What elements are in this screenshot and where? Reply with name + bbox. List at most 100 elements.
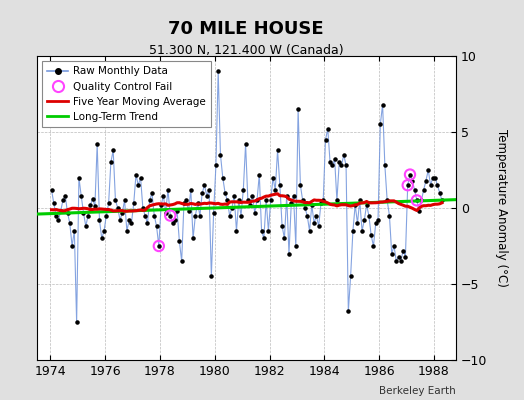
Point [219,174,227,181]
Point [276,182,284,188]
Point [388,250,396,257]
Point [412,197,421,204]
Point [91,203,99,210]
Point [214,68,222,74]
Point [134,182,143,188]
Point [246,202,254,208]
Text: 70 MILE HOUSE: 70 MILE HOUSE [169,20,324,38]
Point [346,273,355,280]
Text: 51.300 N, 121.400 W (Canada): 51.300 N, 121.400 W (Canada) [149,44,344,57]
Point [155,243,163,249]
Point [129,200,138,207]
Point [424,167,432,173]
Point [278,223,286,230]
Point [406,171,414,178]
Point [422,178,430,184]
Point [415,208,423,214]
Point [139,205,147,211]
Point [351,202,359,208]
Point [360,217,368,223]
Point [433,182,442,188]
Point [257,228,266,234]
Point [401,254,410,260]
Point [180,200,188,207]
Point [102,212,111,219]
Point [435,190,444,196]
Point [97,235,106,242]
Point [267,197,275,204]
Point [127,220,136,226]
Point [292,243,300,249]
Point [260,235,268,242]
Point [269,174,277,181]
Point [271,186,279,193]
Point [132,171,140,178]
Point [150,212,158,219]
Point [61,193,69,199]
Point [344,308,353,314]
Point [203,193,211,199]
Point [118,209,126,216]
Point [378,102,387,108]
Point [319,197,328,204]
Point [63,209,72,216]
Point [75,174,83,181]
Point [123,228,131,234]
Point [239,186,247,193]
Point [244,197,252,204]
Point [262,197,270,204]
Point [390,243,398,249]
Point [47,186,56,193]
Point [255,171,264,178]
Point [438,197,446,204]
Point [148,190,156,196]
Point [89,196,97,202]
Point [221,190,229,196]
Point [335,159,343,166]
Point [431,174,439,181]
Point [196,212,204,219]
Point [429,174,437,181]
Point [372,220,380,226]
Point [406,171,414,178]
Point [395,254,403,260]
Point [410,186,419,193]
Point [303,212,311,219]
Point [182,197,190,204]
Point [57,208,65,214]
Point [399,247,407,254]
Point [282,193,291,199]
Point [155,243,163,249]
Point [374,217,382,223]
Point [385,212,394,219]
Point [328,162,336,169]
Point [157,202,165,208]
Point [121,197,129,204]
Point [264,228,272,234]
Point [189,235,197,242]
Point [349,228,357,234]
Point [363,202,371,208]
Point [299,197,307,204]
Point [168,220,177,226]
Point [173,208,181,214]
Point [369,243,378,249]
Point [141,212,149,219]
Point [191,212,200,219]
Point [294,106,302,112]
Point [237,212,245,219]
Point [171,217,179,223]
Point [68,243,77,249]
Point [84,212,92,219]
Point [340,152,348,158]
Point [146,197,154,204]
Point [232,228,241,234]
Point [136,174,145,181]
Point [324,126,332,132]
Point [301,205,309,211]
Point [159,193,168,199]
Point [308,202,316,208]
Point [403,182,412,188]
Point [392,258,400,264]
Point [420,186,428,193]
